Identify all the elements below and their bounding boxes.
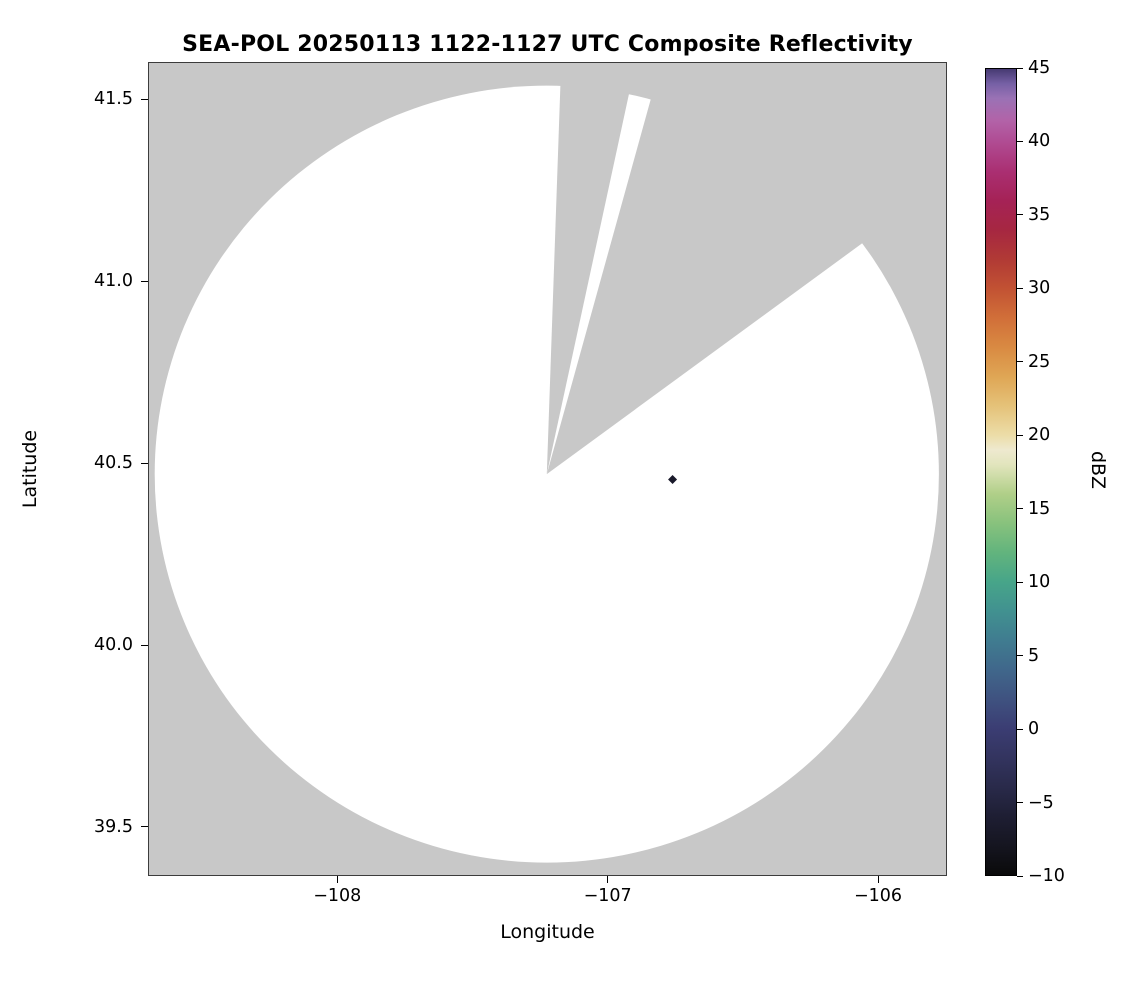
echo-markers (668, 475, 678, 485)
y-tick-mark (141, 826, 148, 828)
blocked-sectors (546, 62, 947, 475)
y-tick-label: 40.0 (94, 635, 133, 656)
colorbar-tick-label: 5 (1028, 645, 1040, 666)
colorbar-tick-label: 45 (1028, 58, 1051, 78)
colorbar-tick-mark (1017, 67, 1023, 69)
x-axis-label: Longitude (500, 921, 595, 943)
colorbar-tick-label: 15 (1028, 498, 1051, 519)
y-tick-label: 40.5 (94, 453, 133, 474)
colorbar-tick-mark (1017, 508, 1023, 510)
colorbar-tick-label: −5 (1028, 792, 1054, 813)
x-tick-mark (336, 876, 338, 883)
x-tick-label: −108 (313, 886, 362, 906)
colorbar-tick-label: 20 (1028, 425, 1051, 446)
colorbar-tick-mark (1017, 140, 1023, 142)
x-tick-label: −106 (854, 886, 903, 906)
colorbar-tick-mark (1017, 361, 1023, 363)
colorbar-tick-label: −10 (1028, 866, 1065, 886)
colorbar-tick-label: 40 (1028, 131, 1051, 152)
blocked-sector-wedge (546, 62, 947, 475)
axes-frame (148, 62, 947, 876)
y-tick-mark (141, 280, 148, 282)
colorbar-tick-mark (1017, 655, 1023, 657)
blocked-sector-wedge (546, 62, 636, 475)
x-tick-mark (607, 876, 609, 883)
chart-title: SEA-POL 20250113 1122-1127 UTC Composite… (182, 32, 913, 57)
y-tick-mark (141, 644, 148, 646)
colorbar (985, 68, 1017, 876)
echo-marker (668, 475, 678, 485)
x-tick-mark (877, 876, 879, 883)
colorbar-tick-mark (1017, 875, 1023, 877)
y-tick-label: 41.0 (94, 271, 133, 292)
colorbar-gradient (986, 69, 1016, 875)
colorbar-tick-label: 35 (1028, 204, 1051, 225)
colorbar-tick-mark (1017, 434, 1023, 436)
y-tick-label: 41.5 (94, 89, 133, 110)
colorbar-tick-mark (1017, 802, 1023, 804)
colorbar-tick-mark (1017, 728, 1023, 730)
colorbar-tick-mark (1017, 581, 1023, 583)
radar-plot-svg (148, 62, 947, 876)
y-tick-label: 39.5 (94, 816, 133, 837)
colorbar-tick-mark (1017, 214, 1023, 216)
y-tick-mark (141, 98, 148, 100)
x-tick-label: −107 (583, 886, 632, 906)
y-tick-mark (141, 462, 148, 464)
plot-area (148, 62, 947, 876)
colorbar-tick-mark (1017, 287, 1023, 289)
colorbar-label: dBZ (1087, 450, 1109, 490)
colorbar-tick-label: 25 (1028, 351, 1051, 372)
colorbar-tick-label: 30 (1028, 278, 1051, 299)
y-axis-label: Latitude (19, 429, 41, 509)
colorbar-tick-label: 0 (1028, 719, 1040, 740)
colorbar-tick-label: 10 (1028, 572, 1051, 593)
